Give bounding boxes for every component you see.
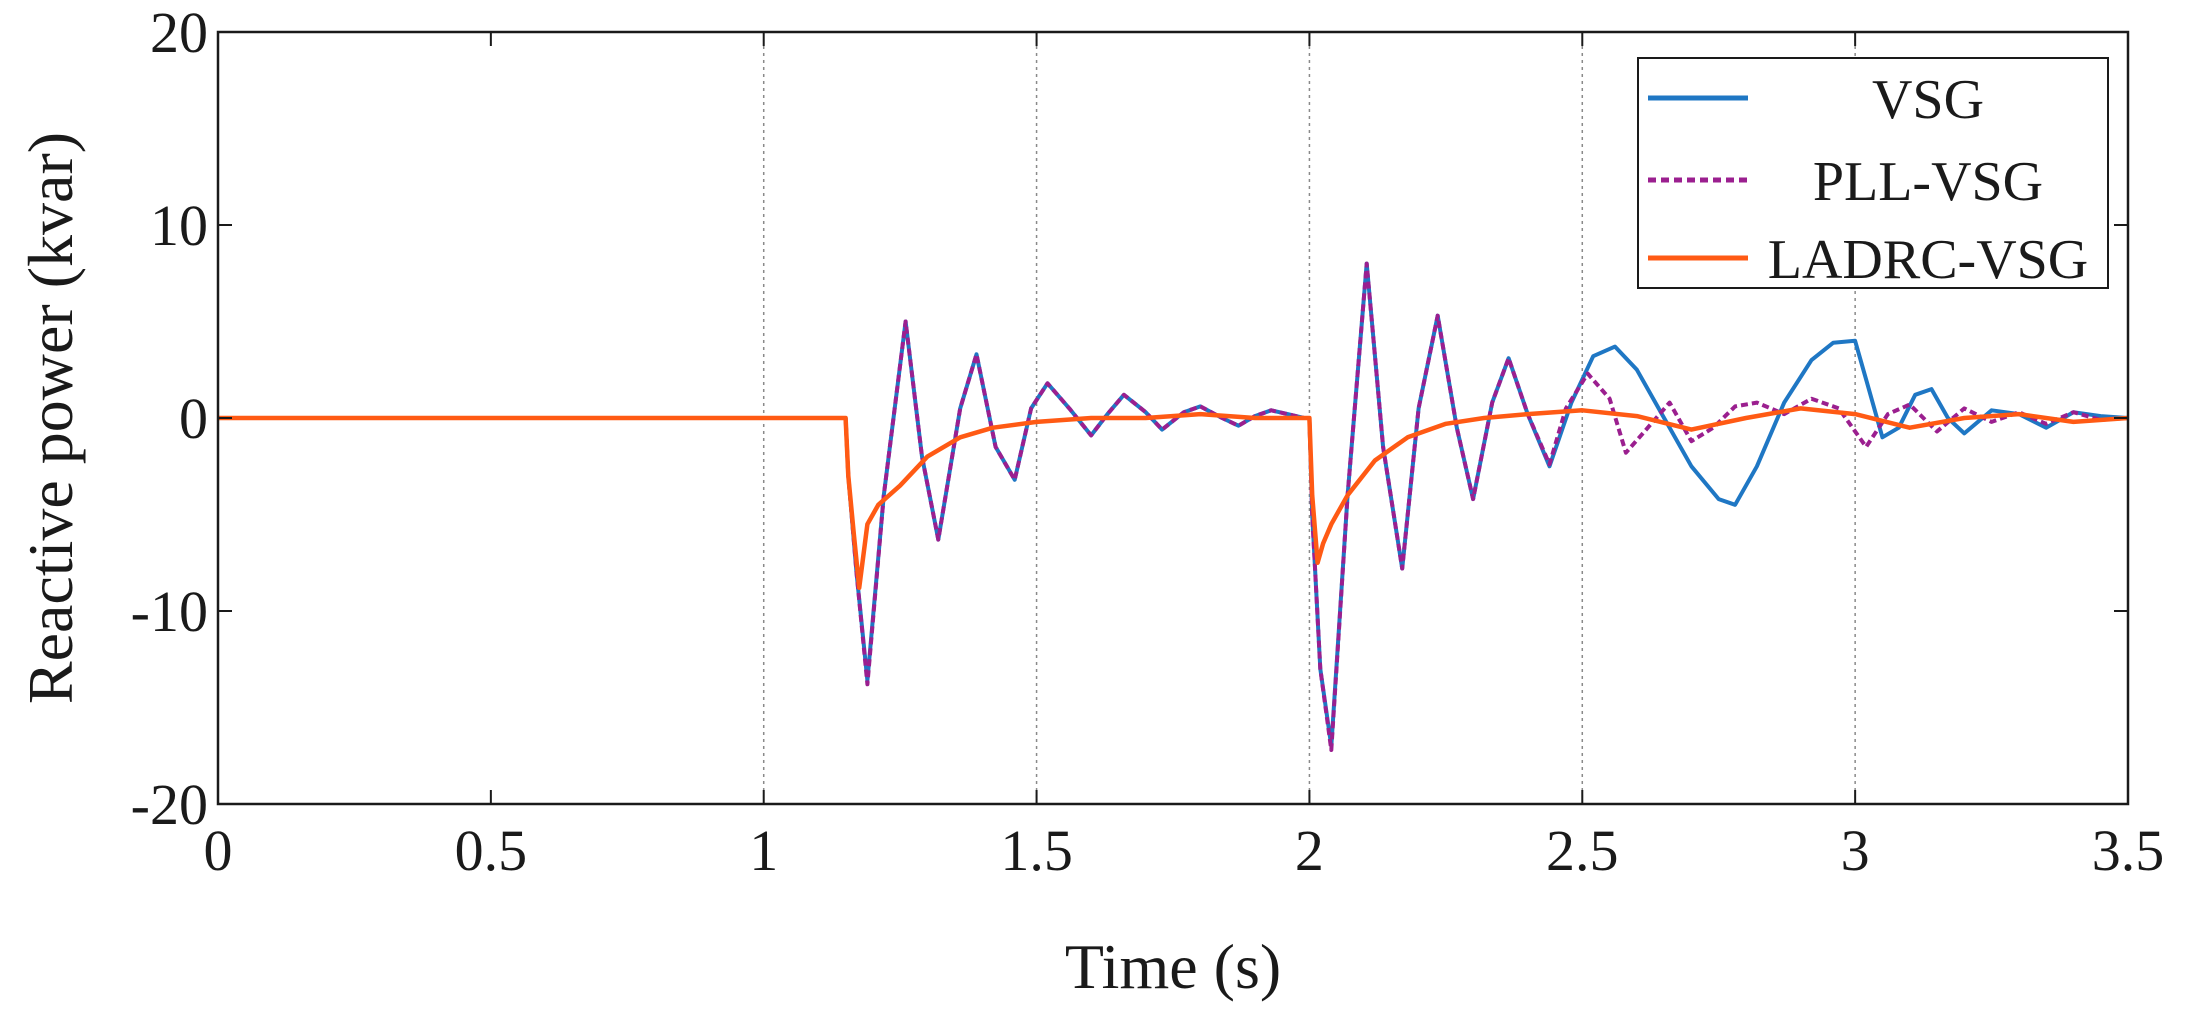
series-line-pll-vsg bbox=[218, 261, 2128, 752]
axis-ticks: 0 0.5 1 1.5 2 2.5 3 3.5 -20 -10 0 10 20 bbox=[131, 0, 2165, 883]
x-tick-label-6: 3 bbox=[1841, 818, 1870, 883]
y-tick-label-1: -10 bbox=[131, 579, 208, 644]
y-tick-label-3: 10 bbox=[150, 193, 208, 258]
x-tick-label-7: 3.5 bbox=[2092, 818, 2165, 883]
legend-label-pll-vsg: PLL-VSG bbox=[1813, 151, 2043, 213]
legend-label-vsg: VSG bbox=[1872, 69, 1984, 131]
y-tick-label-0: -20 bbox=[131, 772, 208, 837]
x-tick-label-1: 0.5 bbox=[455, 818, 528, 883]
y-tick-label-4: 20 bbox=[150, 0, 208, 65]
x-tick-label-5: 2.5 bbox=[1546, 818, 1619, 883]
y-axis-label: Reactive power (kvar) bbox=[15, 132, 86, 704]
series-line-ladrc-vsg bbox=[218, 406, 2128, 591]
legend-label-ladrc-vsg: LADRC-VSG bbox=[1768, 229, 2088, 291]
x-tick-label-4: 2 bbox=[1295, 818, 1324, 883]
x-tick-label-0: 0 bbox=[204, 818, 233, 883]
y-tick-label-2: 0 bbox=[179, 386, 208, 451]
series-layer bbox=[218, 261, 2128, 752]
x-tick-label-2: 1 bbox=[749, 818, 778, 883]
x-axis-label: Time (s) bbox=[1065, 931, 1281, 1002]
x-tick-label-3: 1.5 bbox=[1000, 818, 1073, 883]
legend: VSG PLL-VSG LADRC-VSG bbox=[1637, 57, 2109, 291]
